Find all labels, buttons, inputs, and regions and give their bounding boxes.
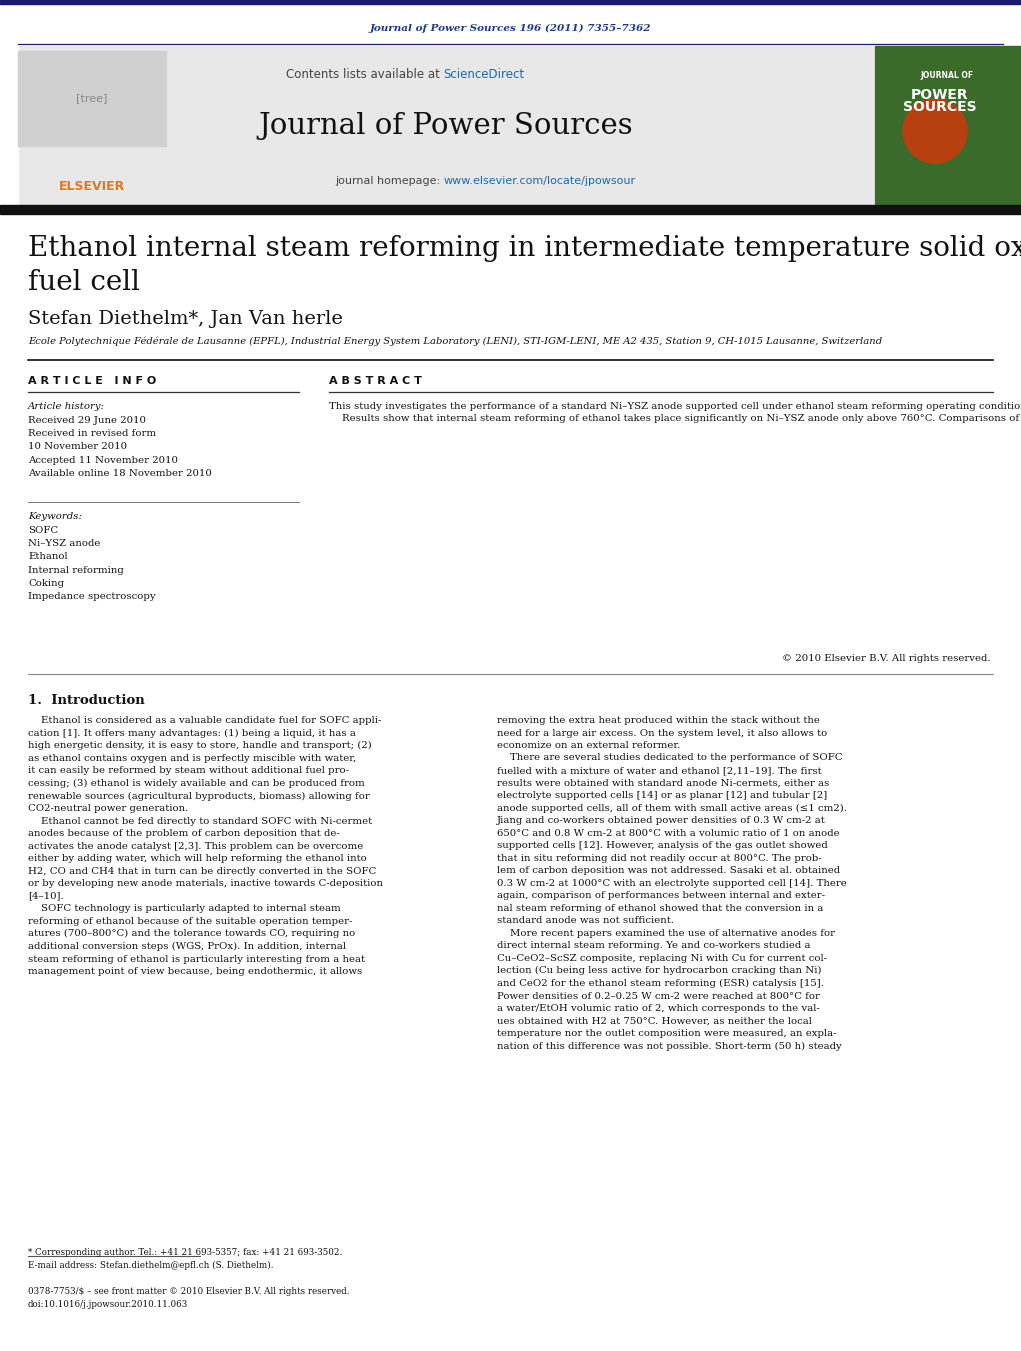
Bar — [0, 46, 18, 205]
Text: ELSEVIER: ELSEVIER — [59, 181, 126, 193]
Text: Ethanol internal steam reforming in intermediate temperature solid oxide
fuel ce: Ethanol internal steam reforming in inte… — [28, 235, 1021, 296]
Text: Keywords:: Keywords: — [28, 512, 82, 521]
Text: * Corresponding author. Tel.: +41 21 693-5357; fax: +41 21 693-3502.
E-mail addr: * Corresponding author. Tel.: +41 21 693… — [28, 1248, 349, 1309]
Text: A B S T R A C T: A B S T R A C T — [329, 376, 422, 386]
Text: Article history:: Article history: — [28, 403, 105, 411]
Text: journal homepage:: journal homepage: — [335, 176, 443, 186]
Bar — [875, 46, 1021, 205]
Text: This study investigates the performance of a standard Ni–YSZ anode supported cel: This study investigates the performance … — [329, 403, 1021, 423]
Text: © 2010 Elsevier B.V. All rights reserved.: © 2010 Elsevier B.V. All rights reserved… — [782, 654, 991, 663]
Text: www.elsevier.com/locate/jpowsour: www.elsevier.com/locate/jpowsour — [443, 176, 636, 186]
Text: JOURNAL OF: JOURNAL OF — [921, 72, 974, 81]
Text: Received 29 June 2010
Received in revised form
10 November 2010
Accepted 11 Nove: Received 29 June 2010 Received in revise… — [28, 416, 211, 478]
Bar — [18, 46, 873, 205]
Text: Journal of Power Sources 196 (2011) 7355–7362: Journal of Power Sources 196 (2011) 7355… — [370, 23, 651, 32]
Text: removing the extra heat produced within the stack without the
need for a large a: removing the extra heat produced within … — [497, 716, 847, 1051]
Text: [tree]: [tree] — [77, 93, 107, 104]
Text: Ethanol is considered as a valuable candidate fuel for SOFC appli-
cation [1]. I: Ethanol is considered as a valuable cand… — [28, 716, 383, 977]
Text: SOFC
Ni–YSZ anode
Ethanol
Internal reforming
Coking
Impedance spectroscopy: SOFC Ni–YSZ anode Ethanol Internal refor… — [28, 526, 155, 601]
Text: A R T I C L E   I N F O: A R T I C L E I N F O — [28, 376, 156, 386]
Text: ScienceDirect: ScienceDirect — [443, 68, 525, 81]
Bar — [18, 51, 166, 146]
Circle shape — [903, 99, 967, 163]
Text: Journal of Power Sources: Journal of Power Sources — [258, 112, 633, 141]
Bar — [0, 205, 1021, 213]
Text: Stefan Diethelm*, Jan Van herle: Stefan Diethelm*, Jan Van herle — [28, 309, 343, 328]
Bar — [0, 0, 1021, 4]
Text: Contents lists available at: Contents lists available at — [286, 68, 443, 81]
Text: 1.  Introduction: 1. Introduction — [28, 694, 145, 707]
Text: POWER
SOURCES: POWER SOURCES — [904, 88, 977, 115]
Text: Ecole Polytechnique Fédérale de Lausanne (EPFL), Industrial Energy System Labora: Ecole Polytechnique Fédérale de Lausanne… — [28, 336, 882, 346]
